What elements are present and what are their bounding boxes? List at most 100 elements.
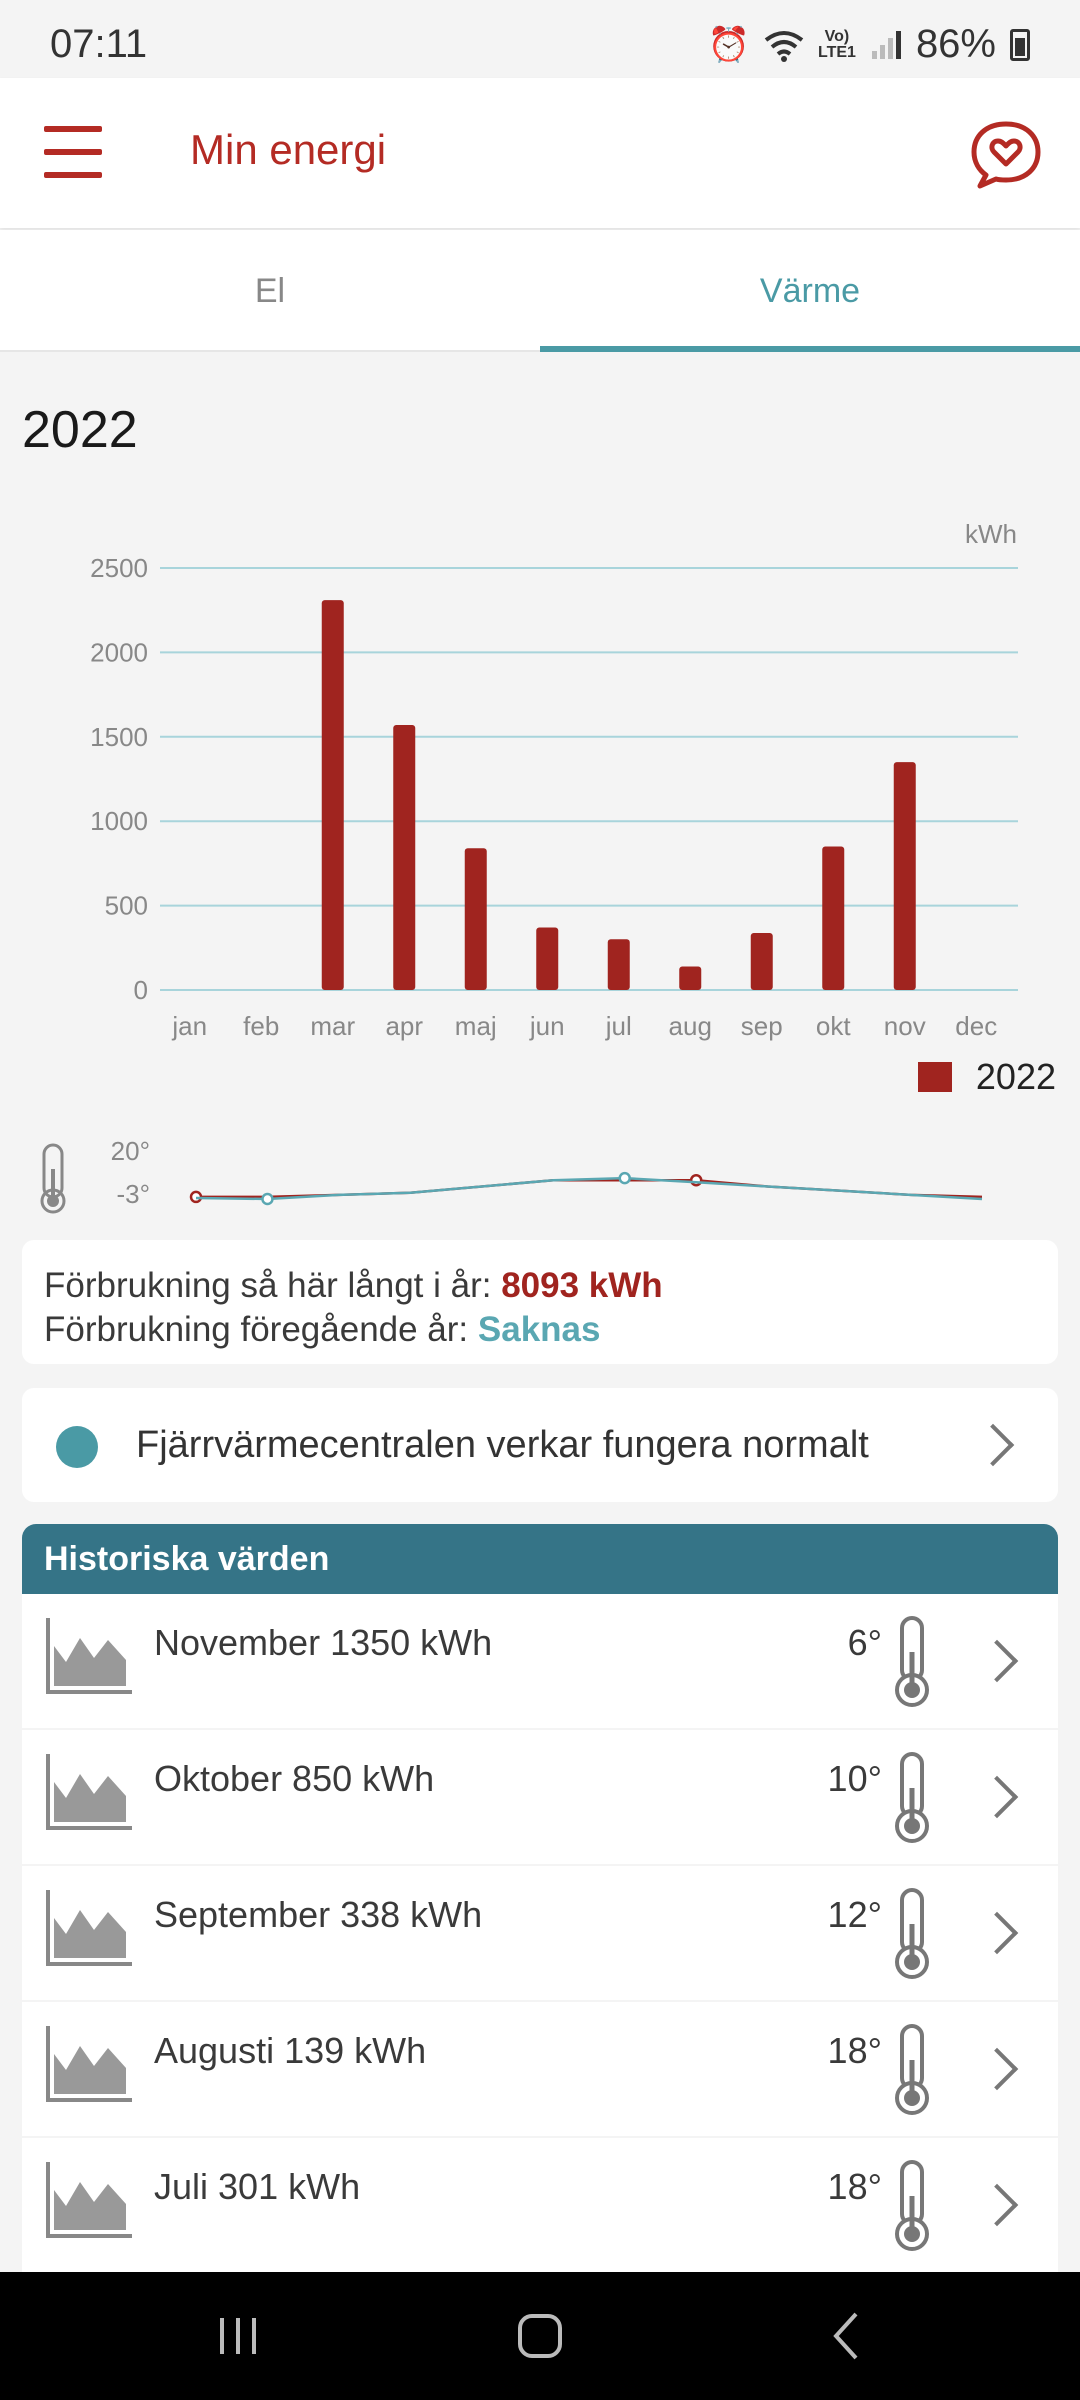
- menu-icon-bar: [44, 149, 102, 155]
- system-nav-bar: [0, 2272, 1080, 2400]
- home-icon[interactable]: [516, 2308, 564, 2364]
- bar-okt[interactable]: [822, 846, 845, 990]
- heating-central-status[interactable]: Fjärrvärmecentralen verkar fungera norma…: [22, 1388, 1058, 1502]
- battery-icon: [1010, 28, 1030, 61]
- battery-percent: 86%: [915, 22, 996, 66]
- bar-sep[interactable]: [750, 932, 773, 990]
- history-row[interactable]: Juli 301 kWh 18°: [22, 2138, 1058, 2272]
- legend-swatch: [917, 1062, 952, 1092]
- x-tick-label: dec: [955, 1011, 997, 1041]
- bar-aug[interactable]: [679, 966, 702, 990]
- chevron-right-icon: [971, 1423, 1015, 1467]
- network-label: LTE1: [818, 43, 856, 61]
- volte-icon: Vo) LTE1: [818, 27, 856, 61]
- thermometer-icon: [895, 1888, 929, 1979]
- area-chart-icon: [46, 1754, 132, 1830]
- history-header-title: Historiska värden: [44, 1540, 330, 1578]
- x-tick-label: jul: [605, 1011, 632, 1041]
- alarm-icon: ⏰: [707, 25, 750, 64]
- chevron-right-icon: [975, 1639, 1019, 1683]
- history-row[interactable]: Augusti 139 kWh 18°: [22, 2002, 1058, 2136]
- menu-icon-bar: [44, 126, 102, 132]
- wifi-icon: [764, 30, 804, 62]
- consumption-this-year-label: Förbrukning så här långt i år:: [44, 1266, 492, 1305]
- history-row-temp: 6°: [847, 1622, 882, 1663]
- history-row-temp: 18°: [827, 2030, 882, 2071]
- tab-bar: El Värme: [0, 230, 1080, 352]
- bar-jun[interactable]: [536, 927, 559, 990]
- consumption-this-year-value: 8093 kWh: [501, 1266, 663, 1305]
- page-title: Min energi: [190, 126, 387, 173]
- x-tick-label: aug: [669, 1011, 712, 1041]
- signal-icon: [871, 30, 901, 59]
- status-time: 07:11: [50, 22, 148, 66]
- legend-label: 2022: [975, 1056, 1056, 1097]
- thermometer-icon: [40, 1143, 66, 1214]
- y-tick-label: 1000: [90, 806, 148, 836]
- menu-icon-bar: [44, 172, 102, 178]
- consumption-bar-chart: kWh 0 500 1000 1500 2000 2500 jan feb mar apr maj j…: [90, 519, 1018, 1041]
- x-tick-label: apr: [385, 1011, 423, 1041]
- history-row-label: November 1350 kWh: [154, 1622, 493, 1663]
- y-tick-label: 0: [134, 975, 148, 1005]
- menu-button[interactable]: [44, 126, 102, 180]
- temperature-series-line: [195, 1176, 983, 1201]
- temperature-point: [261, 1192, 274, 1206]
- recent-apps-icon[interactable]: [216, 2308, 260, 2364]
- bar-mar[interactable]: [321, 600, 344, 990]
- app-bar: Min energi: [0, 78, 1080, 228]
- x-tick-label: maj: [455, 1011, 497, 1041]
- history-row-temp: 18°: [827, 2166, 882, 2207]
- y-tick-label: 2000: [90, 637, 148, 667]
- area-chart-icon: [46, 2162, 132, 2238]
- consumption-previous-year-label: Förbrukning föregående år:: [44, 1310, 469, 1349]
- area-chart-icon: [46, 2026, 132, 2102]
- bar-maj[interactable]: [464, 848, 487, 990]
- y-tick-label: 1500: [90, 722, 148, 752]
- history-row-temp: 12°: [827, 1894, 882, 1935]
- history-header: Historiska värden: [22, 1524, 1058, 1594]
- tab-varme[interactable]: Värme: [540, 230, 1080, 352]
- chevron-right-icon: [975, 1775, 1019, 1819]
- temperature-series-line: [196, 1178, 983, 1199]
- consumption-previous-year: Förbrukning föregående år: Saknas: [44, 1308, 1036, 1352]
- x-tick-label: feb: [243, 1011, 279, 1041]
- area-chart-icon: [46, 1890, 132, 1966]
- history-row[interactable]: November 1350 kWh 6°: [22, 1594, 1058, 1728]
- temperature-line-chart: 20° -3°: [40, 1136, 983, 1214]
- y-tick-label: 2500: [90, 553, 148, 583]
- consumption-this-year: Förbrukning så här långt i år: 8093 kWh: [44, 1264, 1036, 1308]
- chevron-right-icon: [975, 2183, 1019, 2227]
- thermometer-icon: [895, 1752, 929, 1843]
- bar-jul[interactable]: [607, 939, 630, 990]
- history-row[interactable]: September 338 kWh 12°: [22, 1866, 1058, 2000]
- history-row-temp: 10°: [827, 1758, 882, 1799]
- y-axis-unit: kWh: [965, 519, 1017, 549]
- status-dot-icon: [56, 1426, 98, 1468]
- x-tick-label: jun: [529, 1011, 565, 1041]
- history-row-label: September 338 kWh: [154, 1894, 483, 1935]
- chevron-right-icon: [975, 2047, 1019, 2091]
- thermometer-icon: [895, 1616, 929, 1707]
- tab-el[interactable]: El: [254, 272, 286, 310]
- bar-apr[interactable]: [393, 724, 416, 990]
- temperature-point: [618, 1171, 631, 1185]
- back-icon[interactable]: [826, 2308, 866, 2364]
- x-tick-label: mar: [310, 1011, 355, 1041]
- status-text: Fjärrvärmecentralen verkar fungera norma…: [136, 1424, 869, 1466]
- status-bar: 07:11 ⏰ Vo) LTE1 86%: [0, 0, 1080, 78]
- y-tick-label: 500: [105, 891, 148, 921]
- thermometer-icon: [895, 2024, 929, 2115]
- history-row[interactable]: Oktober 850 kWh 10°: [22, 1730, 1058, 1864]
- x-tick-label: okt: [816, 1011, 851, 1041]
- area-chart-icon: [46, 1618, 132, 1694]
- x-tick-label: nov: [884, 1011, 926, 1041]
- chevron-right-icon: [975, 1911, 1019, 1955]
- x-tick-label: jan: [171, 1011, 207, 1041]
- bar-nov[interactable]: [893, 762, 916, 990]
- x-tick-label: sep: [741, 1011, 783, 1041]
- thermometer-icon: [895, 2160, 929, 2251]
- feedback-heart-icon[interactable]: [968, 118, 1044, 190]
- consumption-summary-card: Förbrukning så här långt i år: 8093 kWh …: [22, 1240, 1058, 1364]
- history-row-label: Oktober 850 kWh: [154, 1758, 435, 1799]
